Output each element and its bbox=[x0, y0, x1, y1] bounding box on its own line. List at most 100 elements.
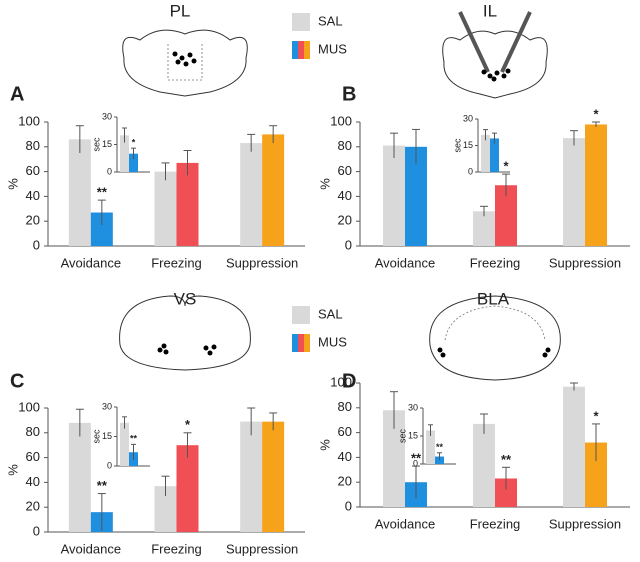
x-tick-label: Freezing bbox=[470, 516, 521, 531]
inset-bar bbox=[129, 153, 138, 172]
inset-y-tick-label: 15 bbox=[102, 431, 112, 441]
inset-y-tick-label: 15 bbox=[408, 430, 418, 440]
bar bbox=[240, 421, 263, 532]
y-tick-label: 40 bbox=[338, 449, 352, 464]
legend-label: SAL bbox=[318, 13, 343, 28]
significance-label: * bbox=[185, 417, 191, 432]
significance-label: ** bbox=[411, 451, 422, 466]
x-tick-label: Suppression bbox=[226, 541, 298, 556]
x-tick-label: Avoidance bbox=[61, 255, 121, 270]
bar bbox=[176, 445, 199, 532]
inset-y-tick-label: 30 bbox=[102, 111, 112, 121]
y-tick-label: 80 bbox=[26, 138, 40, 153]
significance-label: * bbox=[593, 408, 599, 423]
legend-label: MUS bbox=[318, 334, 347, 349]
legend-swatch bbox=[298, 41, 304, 59]
inset-y-label: sec bbox=[91, 429, 101, 444]
panel-title: PL bbox=[170, 1, 191, 20]
panel-letter: C bbox=[10, 370, 24, 392]
y-tick-label: 20 bbox=[26, 213, 40, 228]
y-tick-label: 80 bbox=[338, 399, 352, 414]
panel-title: BLA bbox=[477, 289, 510, 308]
y-tick-label: 80 bbox=[26, 424, 40, 439]
significance-label: ** bbox=[97, 185, 108, 200]
significance-label: ** bbox=[97, 478, 108, 493]
panel-letter: B bbox=[342, 83, 356, 105]
bar bbox=[563, 138, 585, 246]
brain-bla bbox=[429, 295, 561, 381]
y-tick-label: 0 bbox=[345, 498, 352, 513]
panel-title: VS bbox=[174, 289, 197, 308]
x-tick-label: Freezing bbox=[151, 541, 202, 556]
x-tick-label: Freezing bbox=[470, 255, 521, 270]
y-tick-label: 40 bbox=[338, 188, 352, 203]
bar bbox=[154, 486, 177, 532]
significance-label: * bbox=[503, 159, 509, 174]
inset-significance-label: ** bbox=[436, 442, 444, 452]
y-tick-label: 100 bbox=[18, 113, 40, 128]
inset-bar bbox=[481, 134, 490, 172]
bar bbox=[262, 421, 285, 532]
bar bbox=[473, 423, 495, 507]
inset-bar bbox=[490, 138, 499, 172]
inset-y-tick-label: 30 bbox=[408, 402, 418, 412]
inset-bar bbox=[120, 135, 129, 172]
inset-y-tick-label: 30 bbox=[463, 113, 473, 123]
bar bbox=[383, 410, 405, 507]
x-tick-label: Suppression bbox=[549, 255, 621, 270]
legend-swatch bbox=[292, 306, 310, 324]
inset-y-label: sec bbox=[91, 137, 101, 152]
inset-y-tick-label: 0 bbox=[468, 166, 473, 176]
inset-y-tick-label: 15 bbox=[463, 140, 473, 150]
bar bbox=[495, 185, 517, 246]
y-axis-label: % bbox=[5, 178, 20, 190]
y-tick-label: 100 bbox=[18, 399, 40, 414]
bar bbox=[90, 212, 113, 246]
y-tick-label: 40 bbox=[26, 474, 40, 489]
y-axis-label: % bbox=[317, 178, 332, 190]
inset-significance-label: ** bbox=[130, 434, 138, 444]
y-tick-label: 60 bbox=[26, 449, 40, 464]
legend-swatch bbox=[298, 334, 304, 352]
inset-y-tick-label: 0 bbox=[107, 460, 112, 470]
y-axis-label: % bbox=[317, 439, 332, 451]
bar bbox=[68, 139, 91, 246]
y-tick-label: 0 bbox=[33, 523, 40, 538]
legend-swatch bbox=[304, 41, 310, 59]
legend-swatch bbox=[304, 334, 310, 352]
x-tick-label: Freezing bbox=[151, 255, 202, 270]
panel-letter: D bbox=[342, 370, 356, 392]
brain-il bbox=[442, 11, 548, 99]
inset-bar bbox=[426, 430, 435, 464]
inset-significance-label: * bbox=[132, 138, 136, 148]
bar bbox=[585, 124, 607, 246]
y-tick-label: 20 bbox=[26, 499, 40, 514]
inset-y-tick-label: 30 bbox=[102, 401, 112, 411]
brain-vs bbox=[119, 295, 251, 371]
x-tick-label: Avoidance bbox=[375, 255, 435, 270]
bar bbox=[262, 134, 285, 246]
y-tick-label: 60 bbox=[338, 424, 352, 439]
y-tick-label: 0 bbox=[33, 237, 40, 252]
y-tick-label: 100 bbox=[330, 374, 352, 389]
legend-swatch bbox=[292, 13, 310, 31]
panel-title: IL bbox=[483, 1, 497, 20]
bar bbox=[154, 171, 177, 246]
inset-y-tick-label: 0 bbox=[107, 166, 112, 176]
legend-label: SAL bbox=[318, 306, 343, 321]
y-tick-label: 60 bbox=[26, 163, 40, 178]
bar bbox=[495, 478, 517, 507]
bar bbox=[585, 442, 607, 507]
y-tick-label: 0 bbox=[345, 237, 352, 252]
y-tick-label: 20 bbox=[338, 213, 352, 228]
bar bbox=[473, 211, 495, 246]
y-axis-label: % bbox=[5, 464, 20, 476]
inset-bar bbox=[120, 422, 129, 466]
bar bbox=[176, 162, 199, 246]
y-tick-label: 100 bbox=[330, 113, 352, 128]
inset-y-label: sec bbox=[397, 429, 407, 444]
inset-y-tick-label: 15 bbox=[102, 139, 112, 149]
inset-y-label: sec bbox=[452, 138, 462, 153]
inset-y-tick-label: 0 bbox=[413, 458, 418, 468]
